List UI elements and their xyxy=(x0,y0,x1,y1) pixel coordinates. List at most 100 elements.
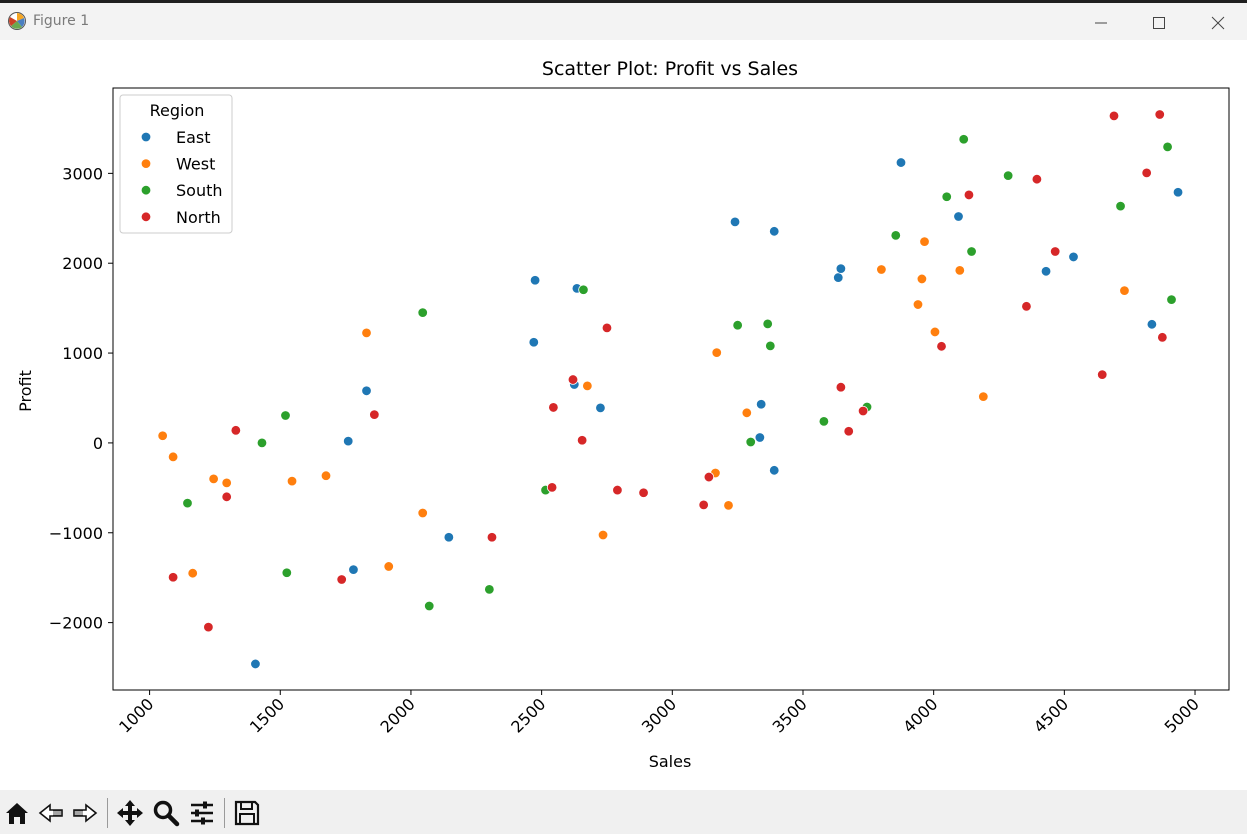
point-east xyxy=(529,275,541,286)
point-east xyxy=(343,435,354,447)
point-north xyxy=(576,435,588,446)
point-north xyxy=(936,341,947,352)
point-west xyxy=(916,273,928,285)
point-east xyxy=(361,385,372,396)
legend-entries: East West South North xyxy=(140,128,223,227)
point-north xyxy=(167,572,179,583)
zoom-button[interactable] xyxy=(151,798,181,828)
legend-marker-east xyxy=(140,131,152,143)
x-tick-label: 3000 xyxy=(638,694,680,736)
point-west xyxy=(1119,285,1130,296)
point-south xyxy=(890,230,901,241)
point-south xyxy=(966,246,977,257)
configure-button[interactable] xyxy=(187,798,217,828)
point-east xyxy=(250,658,261,670)
legend-box xyxy=(119,94,233,234)
point-south xyxy=(417,307,428,318)
point-south xyxy=(765,340,776,352)
point-west xyxy=(741,407,752,419)
legend-marker-north xyxy=(140,211,152,223)
point-south xyxy=(958,134,969,145)
figure-canvas: Scatter Plot: Profit vs Sales 1000 1500 20… xyxy=(0,40,1247,790)
point-west xyxy=(221,477,232,489)
point-east xyxy=(729,216,741,228)
point-south xyxy=(424,600,435,612)
pan-button[interactable] xyxy=(115,798,145,828)
point-west xyxy=(167,451,179,463)
point-south xyxy=(745,436,756,448)
point-west xyxy=(417,507,428,519)
legend-marker-west xyxy=(140,158,152,169)
point-south xyxy=(280,410,291,421)
x-tick-label: 5000 xyxy=(1161,694,1203,736)
point-north xyxy=(336,574,347,585)
toolbar-separator xyxy=(107,798,108,828)
point-south xyxy=(578,284,589,295)
legend-label-north: North xyxy=(176,208,221,227)
point-west xyxy=(929,326,941,338)
point-north xyxy=(1108,110,1120,122)
maximize-icon xyxy=(1153,17,1165,29)
maximize-button[interactable] xyxy=(1136,9,1182,37)
x-tick-label: 4500 xyxy=(1030,694,1072,736)
minimize-button[interactable] xyxy=(1078,9,1124,37)
home-button[interactable] xyxy=(2,798,32,828)
point-west xyxy=(912,299,924,310)
x-tick-label: 4000 xyxy=(899,694,941,736)
x-tick-label: 2000 xyxy=(377,694,419,736)
x-axis-label: Sales xyxy=(649,752,692,771)
legend-title: Region xyxy=(150,101,205,120)
forward-button[interactable] xyxy=(70,798,100,828)
point-north xyxy=(1031,173,1043,185)
point-north xyxy=(963,189,975,201)
point-east xyxy=(769,226,780,237)
point-west xyxy=(286,475,298,487)
y-tick-label: 0 xyxy=(93,434,103,453)
legend-label-south: South xyxy=(176,181,223,200)
point-north xyxy=(1157,332,1168,343)
point-east xyxy=(769,465,780,476)
point-north xyxy=(835,382,847,393)
back-icon xyxy=(38,803,63,823)
point-west xyxy=(723,500,734,511)
window-titlebar: Figure 1 xyxy=(0,0,1247,40)
point-north xyxy=(612,484,623,496)
point-east xyxy=(595,402,606,414)
point-north xyxy=(546,482,558,493)
point-north xyxy=(203,621,214,633)
scatter-chart: Scatter Plot: Profit vs Sales 1000 1500 20… xyxy=(16,58,1230,771)
legend-label-east: East xyxy=(176,128,211,147)
point-east xyxy=(348,564,359,575)
save-button[interactable] xyxy=(232,798,262,828)
point-east xyxy=(1040,266,1052,277)
point-east xyxy=(1172,187,1184,198)
zoom-icon xyxy=(153,800,180,827)
point-north xyxy=(548,402,559,413)
point-north xyxy=(1049,246,1061,257)
point-west xyxy=(361,327,372,339)
point-north xyxy=(230,425,242,436)
point-east xyxy=(754,432,766,443)
save-icon xyxy=(234,800,260,826)
y-tick-label: 2000 xyxy=(62,254,103,273)
point-east xyxy=(755,399,767,410)
x-tick-label: 2500 xyxy=(507,694,549,736)
point-north xyxy=(703,471,715,483)
configure-icon xyxy=(191,801,213,825)
point-west xyxy=(157,430,168,441)
point-north xyxy=(698,499,709,511)
x-tick-label: 1500 xyxy=(246,694,288,736)
point-west xyxy=(978,391,989,402)
point-east xyxy=(1146,319,1158,330)
point-south xyxy=(281,567,293,578)
close-button[interactable] xyxy=(1195,9,1241,37)
point-north xyxy=(857,405,869,417)
point-east xyxy=(1068,251,1079,263)
matplotlib-icon xyxy=(8,12,26,30)
navigation-toolbar xyxy=(0,790,1247,834)
point-east xyxy=(528,337,539,348)
forward-icon xyxy=(73,803,98,823)
legend-marker-south xyxy=(140,184,152,196)
window-title: Figure 1 xyxy=(33,13,90,29)
back-button[interactable] xyxy=(36,798,66,828)
